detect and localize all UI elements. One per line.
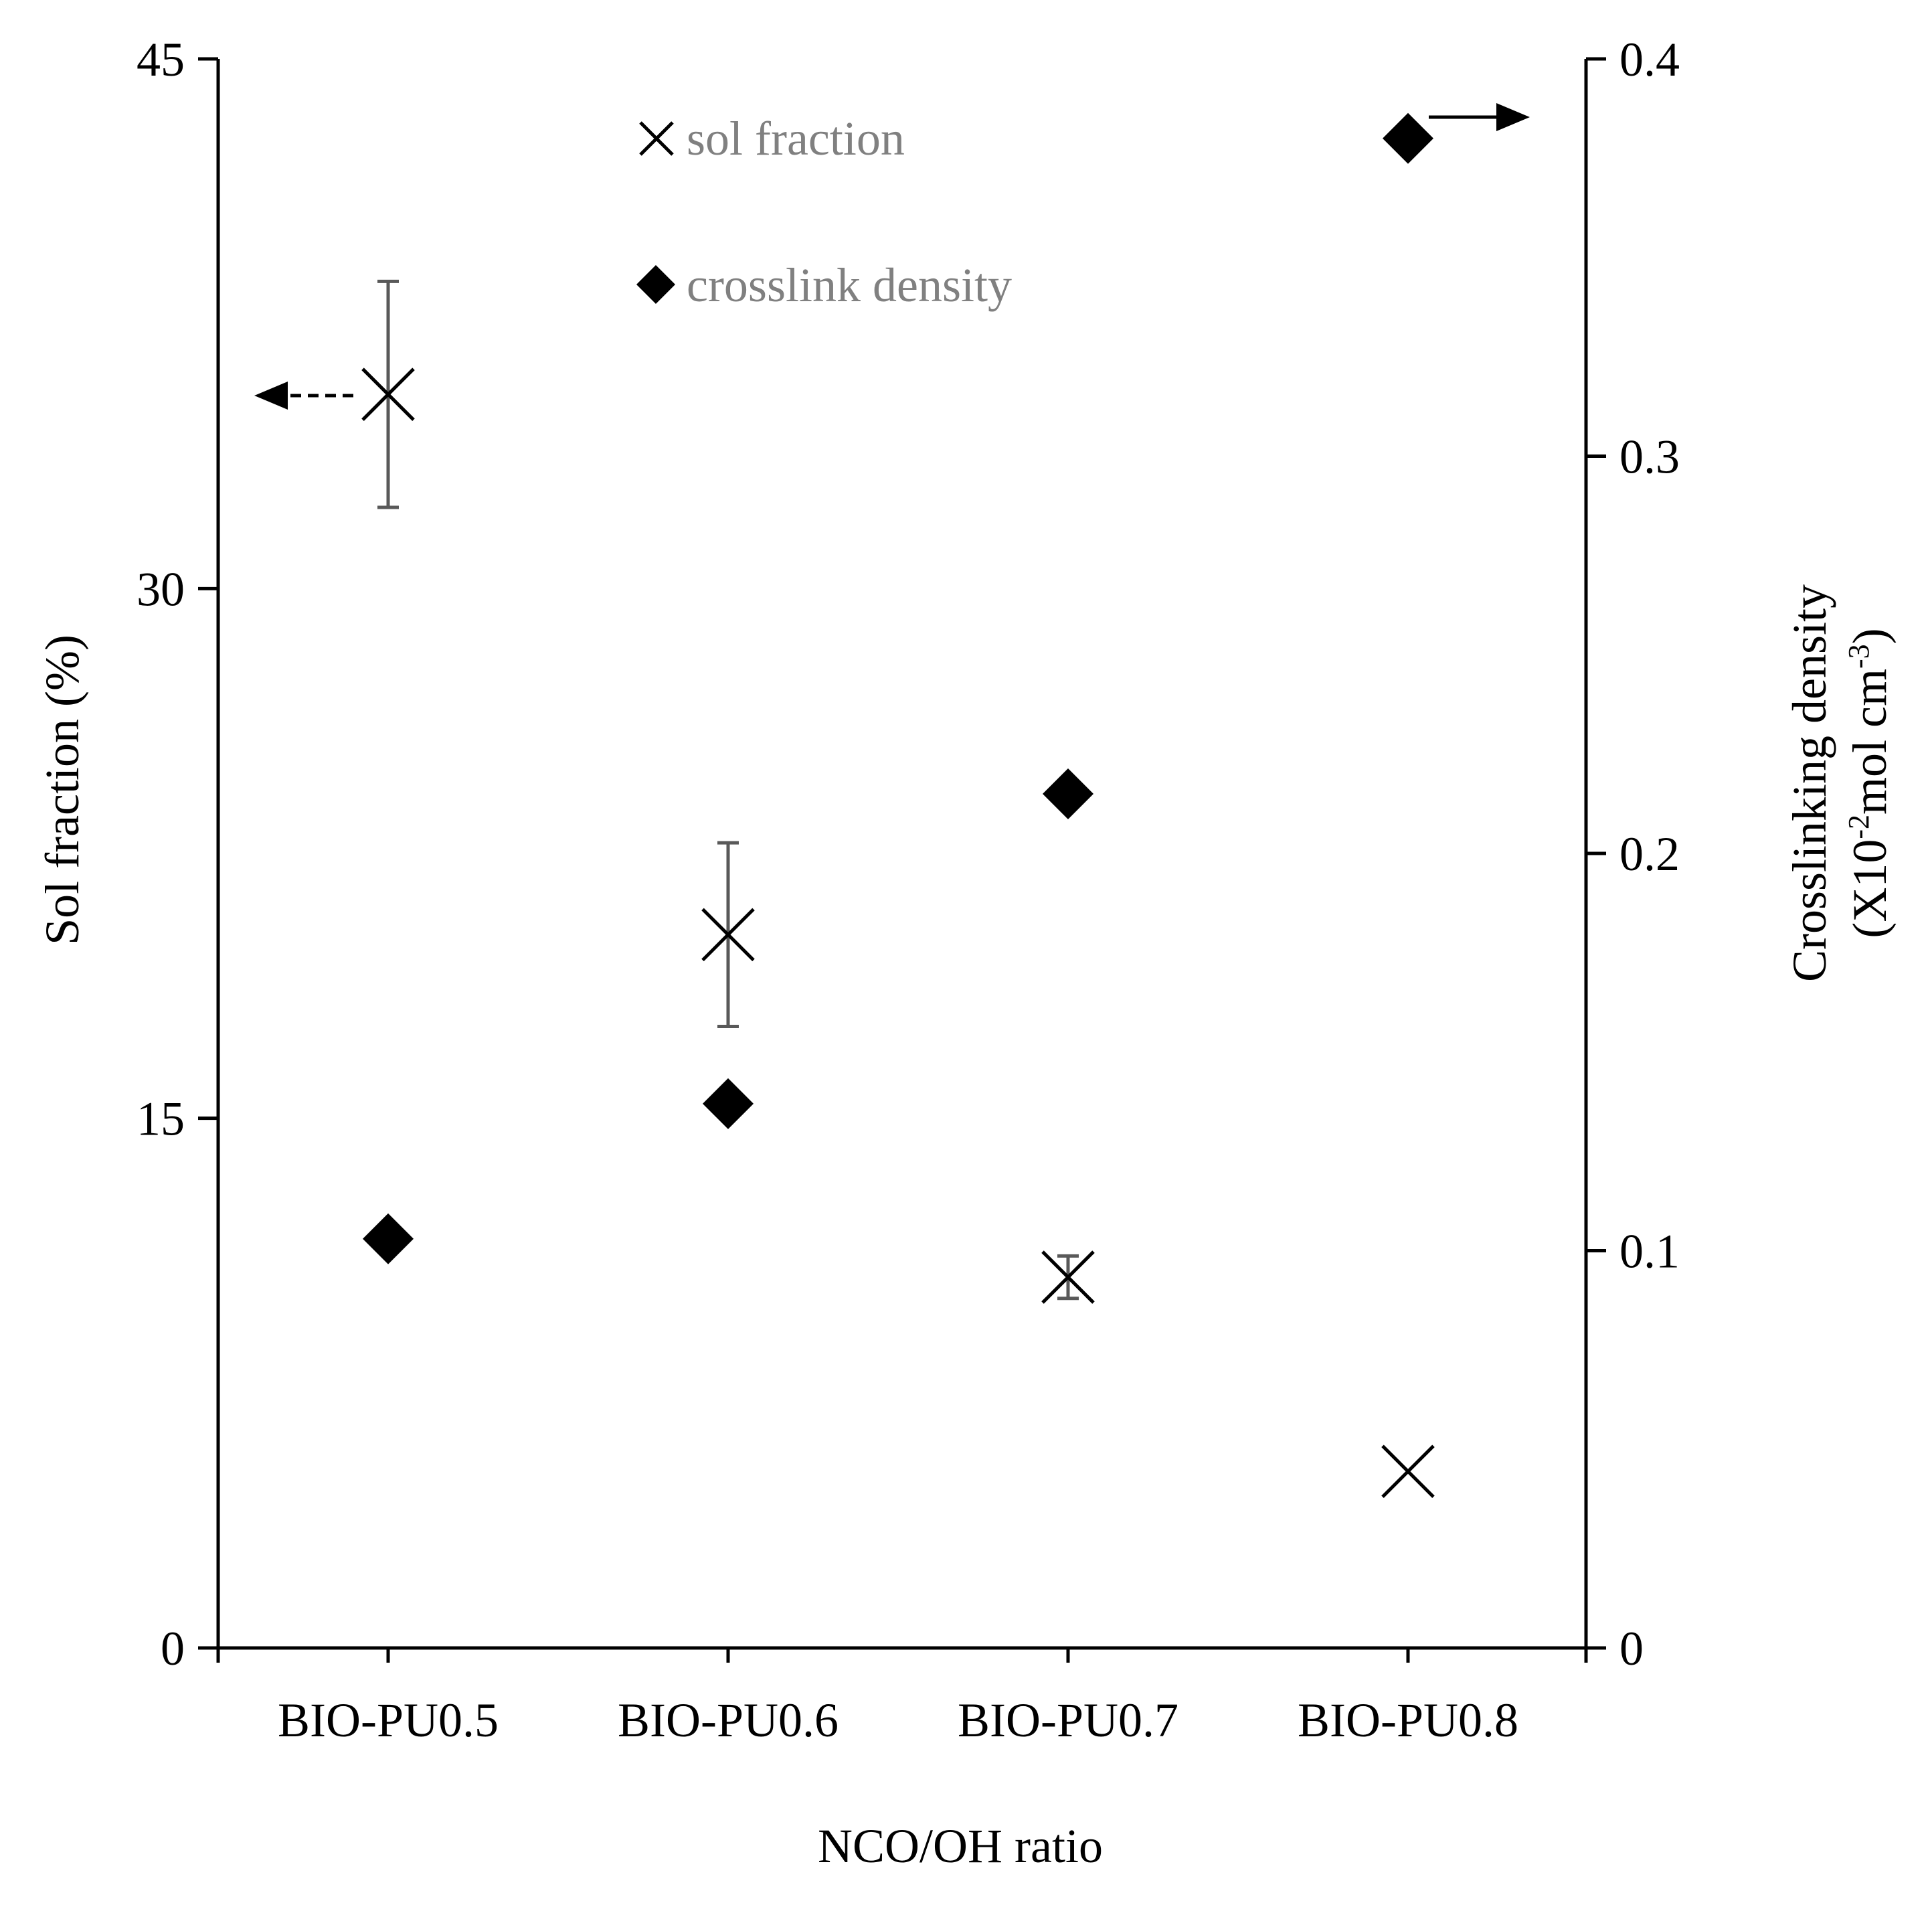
left-axis-indicator-arrow: [254, 382, 353, 410]
sol-fraction-point: [1381, 1444, 1435, 1498]
right-y-tick-label: 0.2: [1619, 827, 1680, 881]
x-ticks: BIO-PU0.5 BIO-PU0.6 BIO-PU0.7 BIO-PU0.8: [216, 1648, 1588, 1747]
legend-sol-fraction-marker: [639, 121, 674, 156]
unit-prefix: (X10: [1843, 839, 1897, 938]
left-y-tick-label: 30: [137, 562, 185, 616]
unit-suffix: ): [1843, 628, 1897, 644]
crosslink-density-point: [363, 1213, 414, 1264]
unit-exponent-1: -2: [1842, 815, 1875, 839]
crosslink-density-point: [703, 1078, 754, 1129]
unit-middle: mol cm: [1843, 669, 1897, 815]
sol-fraction-point: [1041, 1250, 1095, 1304]
left-y-axis-title: Sol fraction (%): [35, 635, 89, 945]
sol-fraction-point: [701, 908, 755, 962]
right-y-axis-title-line2: (X10-2mol cm-3): [1842, 628, 1897, 938]
legend: sol fraction crosslink density: [636, 112, 1012, 312]
x-category-label: BIO-PU0.6: [618, 1693, 839, 1747]
sol-fraction-series: [361, 367, 1435, 1498]
unit-exponent-2: -3: [1842, 644, 1875, 669]
legend-sol-fraction-label: sol fraction: [687, 112, 905, 165]
crosslink-density-point: [1043, 768, 1093, 819]
right-y-tick-label: 0.1: [1619, 1225, 1680, 1278]
right-axis-indicator-arrow: [1429, 103, 1530, 131]
left-y-tick-label: 15: [137, 1092, 185, 1146]
right-y-axis-title-line1: Crosslinking density: [1783, 584, 1836, 982]
left-y-ticks: 0 15 30 45: [137, 33, 218, 1675]
left-y-tick-label: 45: [137, 33, 185, 86]
error-bars: [377, 279, 1079, 1301]
x-category-label: BIO-PU0.7: [958, 1693, 1178, 1747]
legend-crosslink-density-label: crosslink density: [687, 258, 1012, 312]
right-y-tick-label: 0: [1619, 1622, 1644, 1675]
left-y-tick-label: 0: [161, 1622, 185, 1675]
sol-fraction-point: [361, 367, 415, 421]
crosslink-density-point: [1383, 112, 1433, 164]
right-y-tick-label: 0.4: [1619, 33, 1680, 86]
legend-crosslink-density-marker: [636, 265, 675, 304]
right-y-tick-label: 0.3: [1619, 430, 1680, 484]
right-y-ticks: 0 0.1 0.2 0.3 0.4: [1586, 33, 1680, 1675]
right-y-axis-title: Crosslinking density (X10-2mol cm-3): [1783, 584, 1897, 982]
x-category-label: BIO-PU0.8: [1298, 1693, 1518, 1747]
x-axis-title: NCO/OH ratio: [818, 1819, 1103, 1873]
crosslink-density-series: [363, 112, 1433, 1264]
x-category-label: BIO-PU0.5: [278, 1693, 499, 1747]
